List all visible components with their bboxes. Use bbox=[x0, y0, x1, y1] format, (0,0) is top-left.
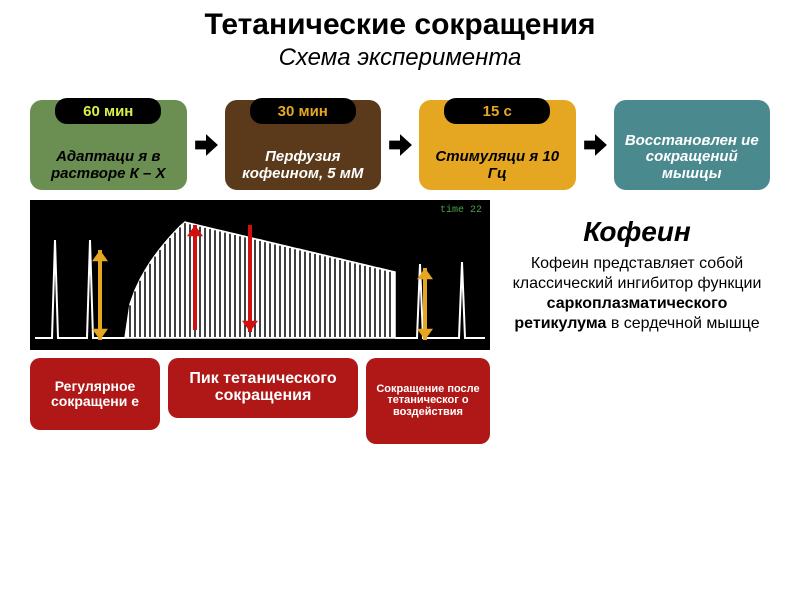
caffeine-panel: Кофеин Кофеин представляет собой классич… bbox=[504, 200, 770, 444]
label-peak: Пик тетанического сокращения bbox=[168, 358, 358, 418]
stage-body-3: Стимуляци я 10 Гц bbox=[427, 149, 568, 182]
stage-perfusion: 30 мин Перфузия кофеином, 5 мМ bbox=[225, 100, 382, 190]
caffeine-heading: Кофеин bbox=[504, 216, 770, 248]
stage-body-4: Восстановлен ие сокращений мышцы bbox=[622, 133, 763, 183]
stage-header-2: 30 мин bbox=[250, 98, 356, 124]
tetanus-trace-graph: time 22 bbox=[30, 200, 490, 350]
lower-section: time 22 Регулярное сокращени е Пик тетан… bbox=[0, 200, 800, 444]
bottom-labels: Регулярное сокращени е Пик тетанического… bbox=[30, 358, 490, 444]
label-regular: Регулярное сокращени е bbox=[30, 358, 160, 430]
stage-adaptation: 60 мин Адаптаци я в растворе К – Х bbox=[30, 100, 187, 190]
label-post: Сокращение после тетаническог о воздейст… bbox=[366, 358, 490, 444]
stage-body-2: Перфузия кофеином, 5 мМ bbox=[233, 149, 374, 182]
stage-header-3: 15 с bbox=[444, 98, 550, 124]
flow-row: 60 мин Адаптаци я в растворе К – Х 30 ми… bbox=[0, 100, 800, 190]
svg-text:time 22: time 22 bbox=[440, 204, 482, 216]
page-title: Тетанические сокращения bbox=[0, 8, 800, 42]
arrow-right-icon bbox=[193, 132, 219, 158]
arrow-right-icon bbox=[387, 132, 413, 158]
page-subtitle: Схема эксперимента bbox=[0, 44, 800, 72]
stage-stimulation: 15 с Стимуляци я 10 Гц bbox=[419, 100, 576, 190]
caffeine-text: Кофеин представляет собой классический и… bbox=[504, 254, 770, 334]
stage-header-1: 60 мин bbox=[55, 98, 161, 124]
graph-block: time 22 Регулярное сокращени е Пик тетан… bbox=[30, 200, 490, 444]
stage-body-1: Адаптаци я в растворе К – Х bbox=[38, 149, 179, 182]
arrow-right-icon bbox=[582, 132, 608, 158]
stage-recovery: Восстановлен ие сокращений мышцы bbox=[614, 100, 771, 190]
